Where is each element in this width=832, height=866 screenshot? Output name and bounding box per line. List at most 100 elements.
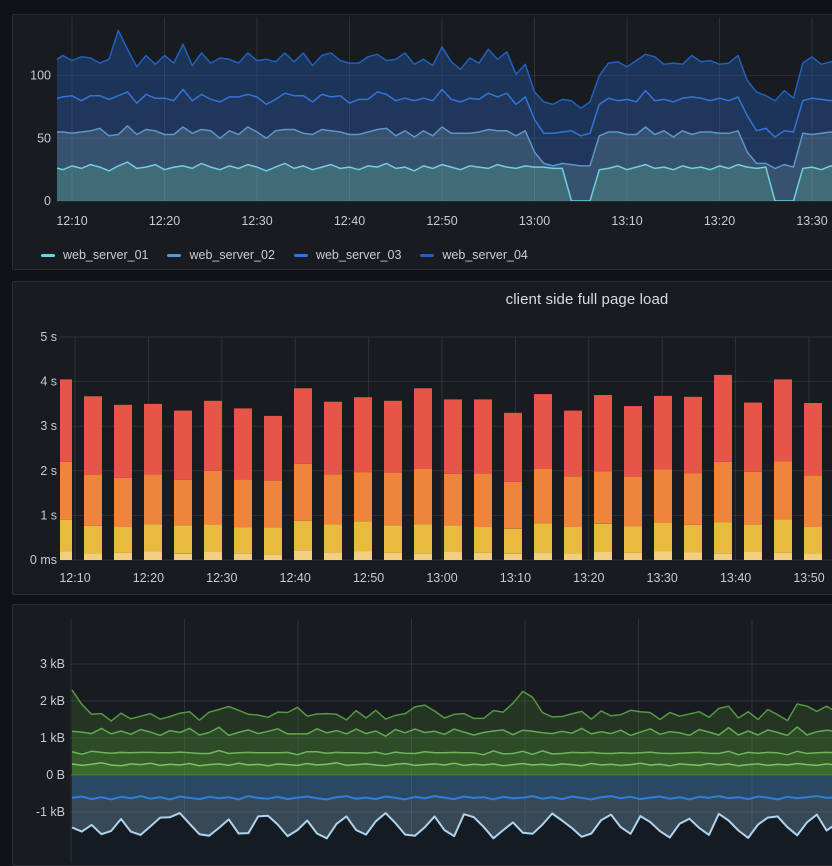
bar-segment-segment_4[interactable] xyxy=(294,388,312,463)
plot-area[interactable] xyxy=(72,690,832,863)
bar-segment-segment_4[interactable] xyxy=(414,388,432,468)
plot-area[interactable] xyxy=(54,375,832,560)
bar-segment-segment_4[interactable] xyxy=(234,408,252,479)
bar-segment-segment_3[interactable] xyxy=(144,474,162,524)
bar-segment-segment_2[interactable] xyxy=(324,524,342,552)
bar-segment-segment_2[interactable] xyxy=(504,529,522,554)
bar-segment-segment_1[interactable] xyxy=(144,551,162,560)
bar-segment-segment_3[interactable] xyxy=(114,478,132,527)
legend-item-web_server_04[interactable]: web_server_04 xyxy=(420,248,527,262)
bar-segment-segment_2[interactable] xyxy=(384,525,402,553)
bar-segment-segment_1[interactable] xyxy=(564,553,582,560)
bar-segment-segment_1[interactable] xyxy=(84,553,102,560)
plot-area[interactable] xyxy=(54,31,832,202)
bar-segment-segment_4[interactable] xyxy=(624,406,642,477)
bar-segment-segment_1[interactable] xyxy=(414,553,432,560)
bar-segment-segment_2[interactable] xyxy=(414,524,432,553)
bar-segment-segment_2[interactable] xyxy=(594,524,612,552)
bar-segment-segment_3[interactable] xyxy=(534,469,552,523)
bar-segment-segment_4[interactable] xyxy=(684,397,702,474)
bar-segment-segment_4[interactable] xyxy=(174,411,192,480)
bar-segment-segment_1[interactable] xyxy=(684,552,702,560)
bar-segment-segment_2[interactable] xyxy=(654,523,672,552)
bar-segment-segment_2[interactable] xyxy=(174,525,192,554)
bar-segment-segment_2[interactable] xyxy=(114,527,132,553)
bar-segment-segment_3[interactable] xyxy=(324,474,342,524)
bar-segment-segment_2[interactable] xyxy=(774,519,792,553)
bar-segment-segment_3[interactable] xyxy=(234,479,252,527)
bar-segment-segment_4[interactable] xyxy=(804,403,822,475)
legend-item-web_server_01[interactable]: web_server_01 xyxy=(41,248,148,262)
bar-segment-segment_3[interactable] xyxy=(504,482,522,529)
bar-segment-segment_2[interactable] xyxy=(294,521,312,550)
bar-segment-segment_2[interactable] xyxy=(474,527,492,553)
bar-segment-segment_4[interactable] xyxy=(264,416,282,481)
bar-segment-segment_2[interactable] xyxy=(444,525,462,552)
bar-segment-segment_1[interactable] xyxy=(654,552,672,561)
bar-segment-segment_3[interactable] xyxy=(654,470,672,524)
bar-segment-segment_2[interactable] xyxy=(564,527,582,554)
bar-segment-segment_1[interactable] xyxy=(714,553,732,560)
bar-segment-segment_3[interactable] xyxy=(624,477,642,526)
bar-segment-segment_4[interactable] xyxy=(114,405,132,478)
bar-segment-segment_3[interactable] xyxy=(684,474,702,525)
bar-segment-segment_1[interactable] xyxy=(744,552,762,560)
network-chart[interactable]: -1 kB0 B1 kB2 kB3 kB xyxy=(13,605,832,863)
bar-segment-segment_4[interactable] xyxy=(384,401,402,473)
bar-segment-segment_2[interactable] xyxy=(714,522,732,553)
bar-segment-segment_1[interactable] xyxy=(504,554,522,560)
bar-segment-segment_4[interactable] xyxy=(324,402,342,475)
bar-segment-segment_2[interactable] xyxy=(684,525,702,553)
bar-segment-segment_4[interactable] xyxy=(744,403,762,472)
bar-segment-segment_4[interactable] xyxy=(504,413,522,482)
bar-segment-segment_3[interactable] xyxy=(414,469,432,525)
bar-segment-segment_3[interactable] xyxy=(594,471,612,524)
bar-segment-segment_3[interactable] xyxy=(354,472,372,521)
bar-segment-segment_4[interactable] xyxy=(144,404,162,475)
bar-segment-segment_1[interactable] xyxy=(384,553,402,560)
bar-segment-segment_2[interactable] xyxy=(54,520,72,551)
bar-segment-segment_2[interactable] xyxy=(84,526,102,554)
bar-segment-segment_3[interactable] xyxy=(774,461,792,519)
bar-segment-segment_2[interactable] xyxy=(264,527,282,554)
bar-segment-segment_2[interactable] xyxy=(624,526,642,553)
bar-segment-segment_1[interactable] xyxy=(174,554,192,560)
bar-segment-segment_4[interactable] xyxy=(444,399,462,474)
bar-segment-segment_1[interactable] xyxy=(444,552,462,560)
legend-item-web_server_03[interactable]: web_server_03 xyxy=(294,248,401,262)
bar-segment-segment_1[interactable] xyxy=(354,552,372,561)
bar-segment-segment_4[interactable] xyxy=(774,379,792,461)
bar-segment-segment_1[interactable] xyxy=(324,552,342,560)
bar-segment-segment_1[interactable] xyxy=(804,553,822,560)
bar-segment-segment_1[interactable] xyxy=(594,552,612,560)
bar-segment-segment_3[interactable] xyxy=(204,471,222,525)
bar-segment-segment_1[interactable] xyxy=(624,553,642,560)
bar-segment-segment_2[interactable] xyxy=(534,523,552,552)
bar-segment-segment_1[interactable] xyxy=(294,550,312,560)
bar-segment-segment_2[interactable] xyxy=(354,521,372,551)
bar-segment-segment_4[interactable] xyxy=(354,397,372,472)
bar-segment-segment_4[interactable] xyxy=(654,396,672,470)
bar-segment-segment_3[interactable] xyxy=(384,473,402,526)
bar-segment-segment_3[interactable] xyxy=(564,477,582,527)
bar-segment-segment_4[interactable] xyxy=(564,411,582,477)
bar-segment-segment_1[interactable] xyxy=(264,554,282,560)
bar-segment-segment_2[interactable] xyxy=(804,527,822,554)
bar-segment-segment_1[interactable] xyxy=(774,553,792,560)
bar-segment-segment_1[interactable] xyxy=(204,552,222,560)
bar-segment-segment_3[interactable] xyxy=(294,464,312,521)
bar-segment-segment_4[interactable] xyxy=(474,399,492,473)
bar-segment-segment_4[interactable] xyxy=(204,401,222,471)
bar-segment-segment_1[interactable] xyxy=(474,553,492,560)
bar-segment-segment_2[interactable] xyxy=(744,524,762,552)
bar-segment-segment_4[interactable] xyxy=(534,394,552,469)
bar-segment-segment_1[interactable] xyxy=(114,553,132,560)
bar-segment-segment_3[interactable] xyxy=(84,474,102,525)
bar-segment-segment_1[interactable] xyxy=(234,553,252,560)
bar-segment-segment_3[interactable] xyxy=(474,474,492,528)
bar-segment-segment_4[interactable] xyxy=(714,375,732,462)
bar-segment-segment_3[interactable] xyxy=(744,472,762,525)
legend-item-web_server_02[interactable]: web_server_02 xyxy=(167,248,274,262)
